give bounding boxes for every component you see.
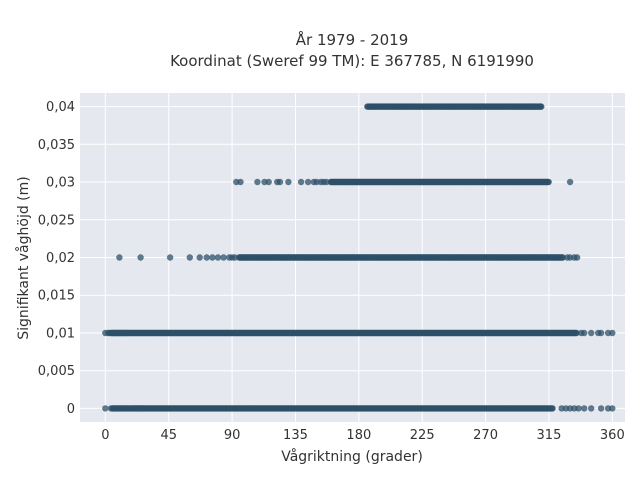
y-tick-label: 0,015	[38, 289, 75, 304]
y-tick-label: 0,03	[46, 176, 75, 191]
scatter-point	[559, 254, 566, 261]
y-tick-label: 0,02	[46, 251, 75, 266]
x-tick-label: 360	[600, 428, 625, 443]
scatter-point	[285, 178, 292, 186]
scatter-point	[588, 405, 595, 412]
y-axis-title: Signifikant våghöjd (m)	[15, 176, 32, 339]
scatter-point	[323, 178, 330, 186]
y-tick-labels: 0 0,005 0,01 0,015 0,02 0,025 0,03 0,035 0,04	[38, 100, 75, 417]
scatter-point	[265, 178, 272, 186]
scatter-point	[209, 254, 216, 261]
y-tick-label: 0,025	[38, 213, 75, 228]
scatter-point	[581, 405, 588, 412]
y-tick-label: 0,035	[38, 138, 75, 153]
scatter-point	[566, 178, 574, 186]
scatter-point	[166, 254, 174, 261]
y-tick-label: 0,005	[38, 364, 75, 379]
scatter-point	[186, 254, 193, 261]
scatter-point	[137, 254, 144, 261]
y-tick-label: 0	[67, 402, 75, 417]
scatter-point	[597, 405, 605, 412]
scatter-point	[196, 254, 203, 261]
scatter-point	[573, 329, 580, 337]
scatter-point	[297, 178, 305, 186]
x-tick-label: 0	[101, 428, 109, 443]
scatter-point	[609, 329, 616, 337]
scatter-point	[304, 178, 312, 186]
wave-height-row	[233, 178, 574, 186]
scatter-point	[123, 329, 130, 337]
y-tick-label: 0,01	[46, 326, 75, 341]
chart-subtitle: Koordinat (Sweref 99 TM): E 367785, N 61…	[170, 52, 534, 70]
scatter-point	[119, 405, 126, 412]
wave-height-row	[116, 254, 581, 261]
x-axis-title: Vågriktning (grader)	[281, 448, 423, 465]
scatter-point	[231, 254, 239, 261]
scatter-point	[549, 405, 556, 412]
scatter-point	[609, 405, 616, 412]
scatter-point	[575, 405, 582, 412]
scatter-point	[531, 103, 539, 110]
scatter-point	[545, 178, 552, 186]
y-tick-label: 0,04	[46, 100, 75, 115]
x-tick-label: 270	[473, 428, 498, 443]
scatter-point	[521, 103, 529, 110]
scatter-point	[203, 254, 210, 261]
chart-title: År 1979 - 2019	[296, 30, 409, 49]
x-tick-label: 90	[224, 428, 241, 443]
x-tick-label: 135	[283, 428, 308, 443]
scatter-point	[537, 103, 544, 110]
x-tick-label: 180	[346, 428, 371, 443]
scatter-point	[573, 254, 581, 261]
scatter-point	[276, 178, 284, 186]
scatter-point	[514, 103, 522, 110]
scatter-point	[588, 329, 595, 337]
wave-height-row	[102, 329, 616, 337]
x-tick-label: 315	[537, 428, 562, 443]
wave-height-row	[364, 103, 545, 110]
x-tick-label: 45	[160, 428, 177, 443]
scatter-point	[581, 329, 588, 337]
wave-height-row	[102, 405, 616, 412]
scatter-point	[597, 329, 605, 337]
scatter-point	[116, 254, 123, 261]
scatter-point	[140, 405, 147, 412]
scatter-point	[254, 178, 261, 186]
scatter-point	[220, 254, 227, 261]
scatter-point	[237, 178, 244, 186]
x-tick-label: 225	[410, 428, 435, 443]
scatter-point	[214, 254, 222, 261]
x-tick-labels: 0 45 90 135 180 225 270 315 360	[101, 428, 625, 443]
scatter-point	[102, 405, 109, 412]
data-points	[102, 103, 616, 412]
